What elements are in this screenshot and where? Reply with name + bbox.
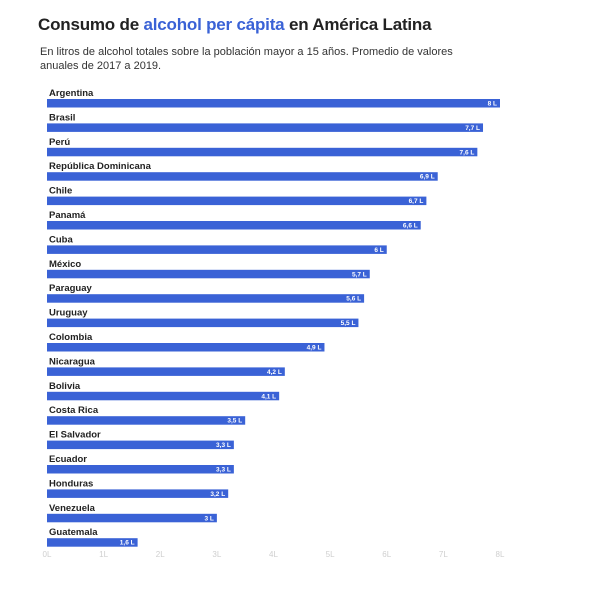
- bar: [47, 294, 365, 303]
- category-label: Paraguay: [49, 283, 92, 294]
- bar-value-label: 3 L: [204, 515, 213, 522]
- category-label: Argentina: [49, 88, 94, 99]
- category-label: Ecuador: [49, 454, 87, 465]
- bar: [47, 221, 421, 230]
- category-label: Brasil: [49, 112, 75, 123]
- category-label: Costa Rica: [49, 405, 99, 416]
- bar: [47, 196, 427, 206]
- bar: [47, 147, 478, 157]
- title-highlight: alcohol per cápita: [143, 15, 285, 34]
- bar: [47, 318, 359, 328]
- bar: [47, 440, 234, 450]
- bar-value-label: 5,7 L: [352, 271, 367, 278]
- bar: [47, 489, 229, 498]
- bar-value-label: 6,6 L: [403, 223, 418, 230]
- bar-value-label: 4,9 L: [307, 345, 322, 352]
- category-label: Honduras: [49, 478, 93, 489]
- bar-value-label: 3,3 L: [216, 442, 231, 449]
- x-tick-label: 1L: [99, 550, 108, 559]
- x-tick-label: 0L: [43, 550, 52, 559]
- category-label: Colombia: [49, 332, 93, 343]
- bar: [47, 391, 280, 401]
- bar-value-label: 6,7 L: [409, 198, 424, 205]
- bar-value-label: 4,1 L: [261, 393, 276, 400]
- bar: [47, 123, 484, 132]
- category-label: Guatemala: [49, 527, 98, 538]
- bar-value-label: 5,5 L: [341, 320, 356, 327]
- chart-subtitle: En litros de alcohol totales sobre la po…: [40, 46, 453, 72]
- x-tick-label: 7L: [439, 550, 448, 559]
- bar: [47, 367, 285, 376]
- bar: [47, 172, 438, 181]
- bar: [47, 465, 234, 474]
- category-label: Perú: [49, 137, 70, 148]
- category-label: México: [49, 259, 81, 270]
- bar-value-label: 1,6 L: [120, 540, 135, 547]
- bar: [47, 513, 217, 523]
- category-label: Panamá: [49, 210, 86, 221]
- bar-value-label: 6,9 L: [420, 174, 435, 181]
- x-tick-label: 4L: [269, 550, 278, 559]
- bar-value-label: 8 L: [488, 101, 497, 108]
- category-label: Chile: [49, 186, 72, 197]
- x-tick-label: 3L: [212, 550, 221, 559]
- x-tick-label: 5L: [326, 550, 335, 559]
- bar-value-label: 6 L: [374, 247, 383, 254]
- bar-value-label: 7,6 L: [460, 149, 475, 156]
- category-label: Uruguay: [49, 308, 88, 319]
- bar-value-label: 3,2 L: [210, 491, 225, 498]
- title-part1: Consumo de: [38, 15, 144, 34]
- chart-title: Consumo de alcohol per cápita en América…: [38, 15, 432, 35]
- bar: [47, 416, 246, 425]
- bar-value-label: 3,3 L: [216, 467, 231, 474]
- bar: [47, 245, 387, 254]
- bar-value-label: 5,6 L: [346, 296, 361, 303]
- bar: [47, 269, 370, 279]
- category-label: Nicaragua: [49, 356, 96, 367]
- x-tick-label: 8L: [496, 550, 505, 559]
- category-label: Bolivia: [49, 381, 81, 392]
- title-part2: en América Latina: [284, 15, 432, 34]
- category-label: El Salvador: [49, 430, 101, 441]
- x-tick-label: 6L: [382, 550, 391, 559]
- bar: [47, 99, 500, 108]
- bar-value-label: 7,7 L: [465, 125, 480, 132]
- bar: [47, 538, 138, 547]
- x-tick-label: 2L: [156, 550, 165, 559]
- bar: [47, 343, 325, 352]
- bar-value-label: 3,5 L: [227, 418, 242, 425]
- category-label: Venezuela: [49, 503, 96, 514]
- category-label: República Dominicana: [49, 161, 152, 172]
- bar-value-label: 4,2 L: [267, 369, 282, 376]
- category-label: Cuba: [49, 234, 73, 245]
